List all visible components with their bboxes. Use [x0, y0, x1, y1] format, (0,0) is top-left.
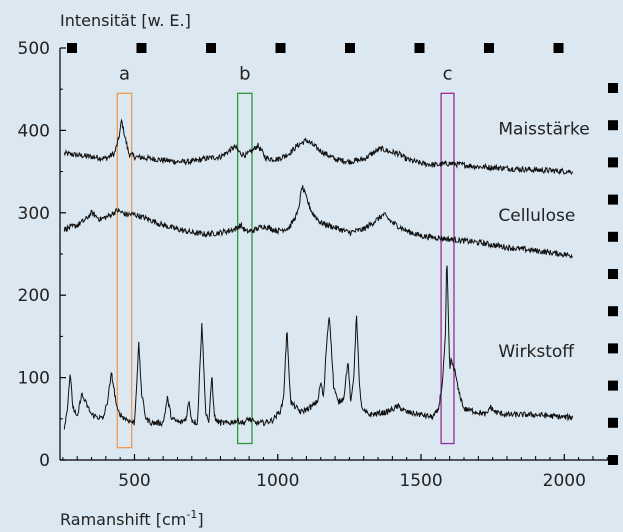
- frame-right-marker: [608, 417, 618, 428]
- frame-right-marker: [608, 194, 618, 205]
- series-layer: Maisstärke Cellulose Wirkstoff: [63, 118, 590, 430]
- frame-right-marker: [608, 231, 618, 242]
- frame-top-marker: [414, 43, 425, 53]
- x-tick-label: 1000: [256, 471, 299, 491]
- series-line-1: [63, 118, 574, 175]
- frame-top-marker: [67, 43, 77, 53]
- series-label-1: Maisstärke: [498, 120, 589, 140]
- series-line-2: [63, 185, 573, 259]
- x-axis-unit-close: ]: [197, 510, 203, 529]
- y-axis-title: Intensität [w. E.]: [60, 11, 191, 30]
- ticks-layer: 0 100 200 300 400 500 500 1000 1500 2000: [18, 39, 608, 491]
- frame-right-marker: [608, 455, 618, 465]
- frame-right-marker: [608, 120, 618, 131]
- x-tick-label: 2000: [543, 471, 586, 491]
- frame-right-marker: [608, 306, 618, 317]
- frame-top-marker: [136, 43, 147, 53]
- y-tick-label: 500: [18, 39, 50, 59]
- highlight-band-c: [440, 92, 455, 445]
- frame-top-marker: [275, 43, 286, 53]
- x-tick-label: 500: [118, 471, 150, 491]
- y-tick-label: 200: [18, 286, 50, 306]
- series-label-2: Cellulose: [498, 206, 575, 226]
- series-line-3: [63, 265, 574, 430]
- y-tick-label: 400: [18, 121, 50, 141]
- x-axis-title-text: Ramanshift [cm: [60, 510, 186, 529]
- y-tick-label: 0: [39, 451, 50, 471]
- band-label-c: c: [443, 63, 453, 84]
- frame-top-marker: [484, 43, 494, 53]
- x-axis-title: Ramanshift [cm-1]: [60, 508, 204, 529]
- highlight-band-a: [116, 92, 133, 449]
- band-label-a: a: [119, 63, 130, 84]
- frame-top-marker: [345, 43, 355, 53]
- band-label-b: b: [239, 63, 250, 84]
- y-tick-label: 300: [18, 204, 50, 224]
- highlight-bands-layer: a b c: [116, 63, 455, 449]
- frame-right-marker: [608, 83, 618, 93]
- y-tick-label: 100: [18, 369, 50, 389]
- series-label-3: Wirkstoff: [498, 342, 575, 362]
- highlight-band-b: [236, 92, 253, 445]
- frame-top-marker: [206, 43, 216, 53]
- x-tick-label: 1500: [399, 471, 442, 491]
- frame-right-marker: [608, 380, 618, 391]
- frame-right-marker: [608, 343, 618, 354]
- frame-right-marker: [608, 157, 618, 168]
- frame-right-marker: [608, 269, 618, 279]
- frame-top-marker: [553, 43, 564, 53]
- x-axis-unit-exponent: -1: [186, 508, 197, 521]
